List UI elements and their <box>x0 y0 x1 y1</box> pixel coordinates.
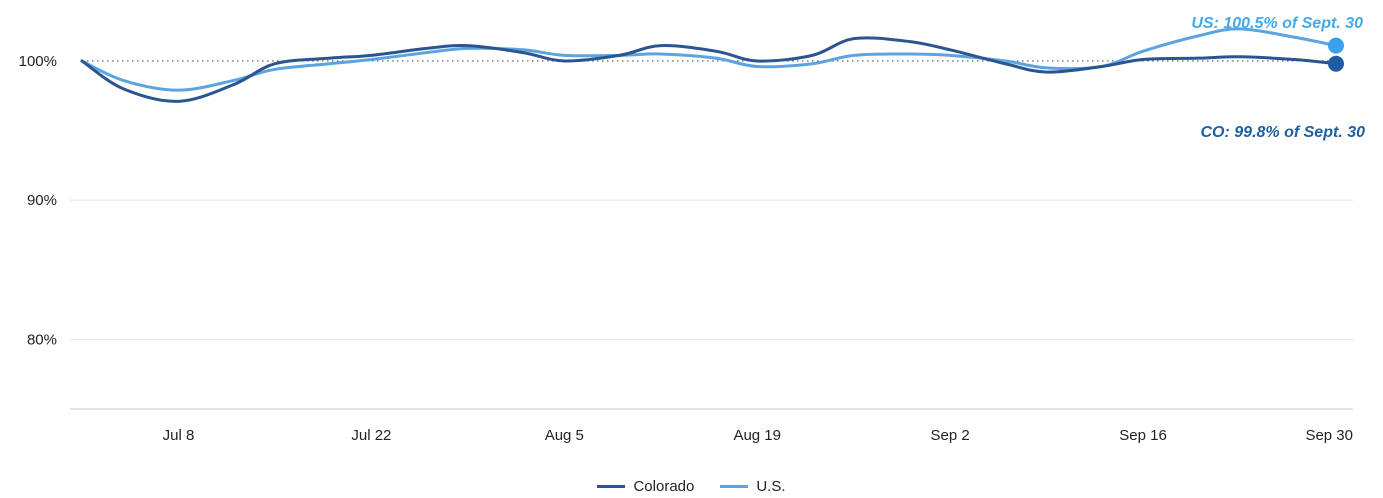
y-tick-label: 90% <box>27 192 57 209</box>
x-axis-ticks: Jul 8 Jul 22 Aug 5 Aug 19 Sep 2 Sep 16 Sep 30 <box>163 427 1353 444</box>
x-tick-label: Sep 2 <box>931 427 970 444</box>
x-tick-label: Aug 5 <box>545 427 584 444</box>
x-tick-label: Jul 8 <box>163 427 195 444</box>
legend-label-us: U.S. <box>756 478 786 495</box>
x-tick-label: Jul 22 <box>351 427 391 444</box>
series-line-us <box>80 27 1338 92</box>
y-tick-label: 100% <box>19 53 57 70</box>
y-axis-ticks: 80% 90% 100% <box>19 53 57 348</box>
legend-swatch-us <box>720 485 749 488</box>
co-annotation: CO: 99.8% of Sept. 30 <box>1201 124 1366 141</box>
gridlines <box>70 60 1353 410</box>
series-lines <box>80 27 1338 103</box>
us-annotation: US: 100.5% of Sept. 30 <box>1191 15 1363 32</box>
legend-swatch-colorado <box>597 485 626 488</box>
x-tick-label: Aug 19 <box>733 427 781 444</box>
x-tick-label: Sep 30 <box>1305 427 1353 444</box>
legend-item-colorado[interactable]: Colorado <box>597 478 694 495</box>
legend: Colorado U.S. <box>0 478 1383 495</box>
end-point-us <box>1328 37 1344 54</box>
y-tick-label: 80% <box>27 331 57 348</box>
end-markers <box>1328 37 1344 72</box>
end-point-colorado <box>1328 55 1344 72</box>
series-line-colorado <box>80 36 1338 103</box>
legend-label-colorado: Colorado <box>633 478 695 495</box>
x-tick-label: Sep 16 <box>1119 427 1167 444</box>
line-chart: 80% 90% 100% Jul 8 Jul 22 Aug 5 Aug 19 Sep 2 Se… <box>19 15 1366 444</box>
legend-item-us[interactable]: U.S. <box>720 478 786 495</box>
